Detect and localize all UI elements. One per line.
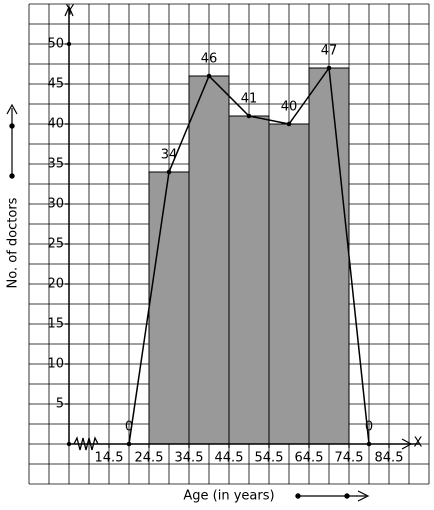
y-axis-arrow (64, 5, 74, 17)
bar (188, 75, 230, 445)
x-tick-label: 34.5 (175, 451, 204, 466)
x-tick-label: 74.5 (335, 451, 364, 466)
polygon-point (326, 65, 332, 71)
y-axis-title: No. of doctors (6, 197, 21, 288)
polygon-point (246, 113, 252, 119)
data-label: 47 (321, 44, 338, 59)
polygon-point (286, 121, 292, 127)
data-label: 0 (125, 420, 133, 435)
bar (148, 171, 190, 445)
polygon-point (366, 441, 372, 447)
x-tick-label: 64.5 (295, 451, 324, 466)
axis-break (73, 436, 99, 451)
y-tick-label: 25 (47, 237, 64, 252)
x-tick-label: 14.5 (95, 451, 124, 466)
y-tick-label: 5 (56, 397, 64, 412)
x-tick-label: 54.5 (255, 451, 284, 466)
y-tick-label: 30 (47, 197, 64, 212)
decoration-arrows (6, 103, 370, 502)
x-axis-name: X (414, 436, 423, 451)
y-tick-label: 35 (47, 157, 64, 172)
y-tick-label: 40 (47, 117, 64, 132)
x-tick-label: 84.5 (375, 451, 404, 466)
data-label: 40 (281, 100, 298, 115)
x-axis-title: Age (in years) (183, 489, 274, 504)
x-tick-label: 44.5 (215, 451, 244, 466)
bar (268, 123, 310, 445)
origin-dot (66, 441, 72, 447)
x-axis-arrow (401, 438, 413, 450)
y-tick-label: 20 (47, 277, 64, 292)
data-label: 46 (201, 52, 218, 67)
y-tick-label: 15 (47, 317, 64, 332)
y-tick-label: 45 (47, 77, 64, 92)
data-label: 41 (241, 92, 258, 107)
axis-dot (66, 41, 72, 47)
x-tick-label: 24.5 (135, 451, 164, 466)
data-label: 0 (365, 420, 373, 435)
polygon-point (206, 73, 212, 79)
polygon-point (166, 169, 172, 175)
bar (308, 67, 350, 445)
data-label: 34 (161, 148, 178, 163)
polygon-point (126, 441, 132, 447)
y-tick-label: 50 (47, 37, 64, 52)
y-tick-label: 10 (47, 357, 64, 372)
bar (228, 115, 270, 445)
